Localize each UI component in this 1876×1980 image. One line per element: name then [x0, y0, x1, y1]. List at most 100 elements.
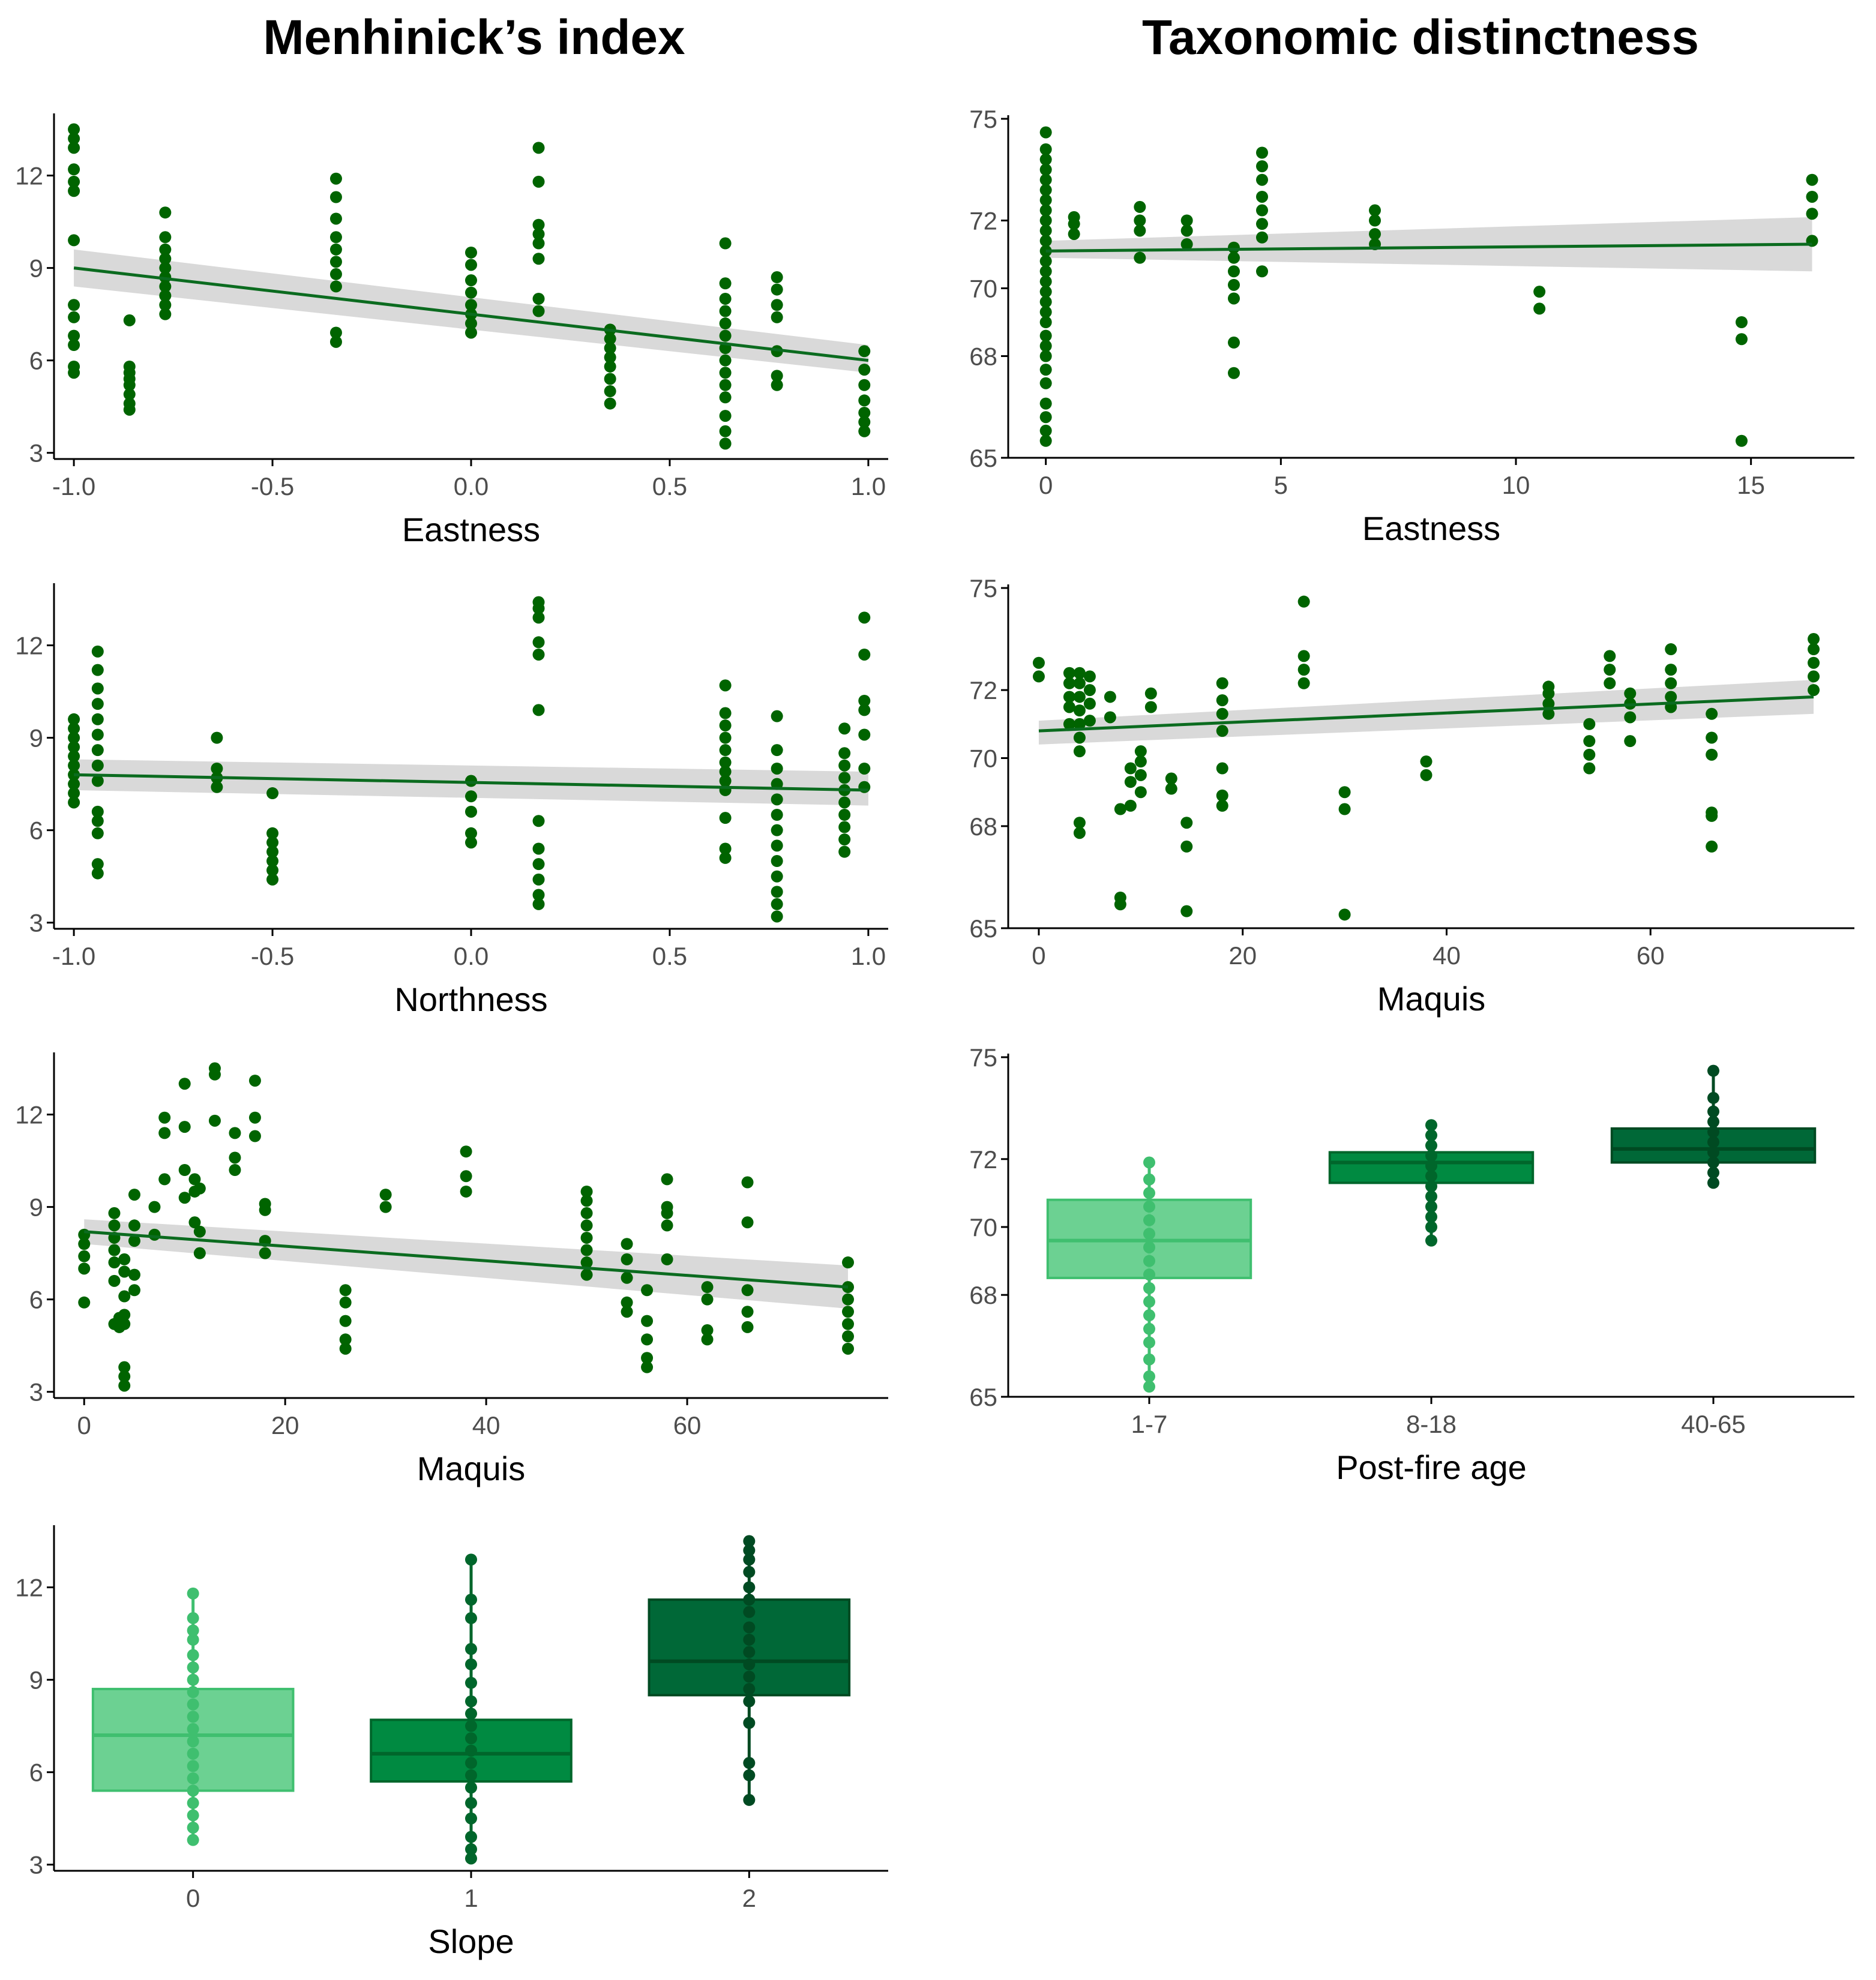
data-point: [78, 1296, 91, 1309]
data-point: [743, 1581, 756, 1594]
y-tick-label: 3: [29, 1378, 43, 1406]
data-point: [91, 827, 104, 839]
data-point: [266, 836, 279, 849]
data-point: [719, 744, 732, 757]
data-point: [1083, 670, 1096, 683]
y-tick-label: 70: [969, 275, 997, 303]
data-point: [1665, 664, 1677, 676]
data-point: [661, 1173, 673, 1186]
data-point: [1063, 691, 1075, 703]
y-tick-label: 6: [29, 1759, 43, 1787]
data-point: [339, 1284, 352, 1297]
panel-menhinick-eastness: 3 6 9 12 -1.0 -0.5 0.0 0.5 1.0 Eastness: [15, 113, 888, 548]
data-point: [266, 855, 279, 868]
data-point: [1143, 1173, 1155, 1186]
data-point: [719, 731, 732, 744]
data-point: [68, 759, 80, 772]
data-point: [187, 1587, 199, 1600]
data-point: [1707, 1156, 1719, 1169]
data-point: [1808, 684, 1820, 697]
data-point: [1039, 275, 1052, 288]
data-point: [532, 648, 545, 661]
data-point: [842, 1318, 855, 1330]
data-point: [187, 1735, 199, 1748]
data-point: [1256, 204, 1268, 217]
x-tick-label: -1.0: [52, 942, 95, 970]
data-point: [329, 268, 342, 280]
data-point: [1228, 292, 1240, 305]
data-point: [1039, 184, 1052, 196]
data-point: [211, 781, 223, 793]
data-point: [1228, 241, 1240, 254]
data-point: [68, 787, 80, 800]
data-point: [719, 410, 732, 422]
y-tick-label: 12: [15, 1101, 43, 1129]
data-point: [1533, 286, 1546, 298]
data-point: [1216, 707, 1228, 720]
data-point: [621, 1306, 633, 1318]
data-point: [339, 1315, 352, 1327]
data-point: [858, 416, 871, 428]
data-point: [1542, 707, 1555, 720]
x-tick-label: -0.5: [251, 472, 294, 500]
data-point: [661, 1201, 673, 1213]
data-point: [178, 1164, 191, 1176]
data-point: [1073, 691, 1086, 703]
y-tick-label: 9: [29, 1666, 43, 1694]
x-tick-label: 1.0: [851, 942, 886, 970]
y-tick-label: 75: [969, 1043, 997, 1072]
data-point: [329, 172, 342, 185]
data-point: [771, 370, 783, 382]
data-point: [1039, 286, 1052, 298]
x-tick-label: 1.0: [851, 472, 886, 500]
data-point: [1665, 677, 1677, 689]
data-point: [1143, 1214, 1155, 1226]
data-point: [1039, 255, 1052, 268]
data-point: [187, 1809, 199, 1822]
data-point: [1808, 656, 1820, 669]
data-point: [339, 1333, 352, 1346]
data-point: [1338, 786, 1351, 799]
data-point: [743, 1646, 756, 1658]
data-point: [604, 373, 616, 385]
data-point: [532, 237, 545, 250]
data-point: [1165, 782, 1177, 795]
data-point: [771, 793, 783, 806]
data-point: [771, 824, 783, 836]
x-axis-title: Maquis: [1377, 980, 1486, 1018]
data-point: [1604, 677, 1616, 689]
data-point: [1180, 238, 1193, 251]
data-point: [1039, 411, 1052, 424]
data-point: [1083, 684, 1096, 697]
data-point: [1039, 194, 1052, 206]
data-point: [838, 772, 851, 784]
panel-taxdist-eastness: 65 68 70 72 75 0 5 10 15 Eastness: [969, 105, 1854, 547]
x-axis-title: Eastness: [402, 511, 540, 548]
data-point: [641, 1352, 654, 1364]
data-point: [159, 206, 172, 219]
data-point: [580, 1256, 593, 1269]
data-point: [532, 292, 545, 305]
data-point: [78, 1238, 91, 1250]
data-point: [91, 664, 104, 676]
y-tick-label: 68: [969, 343, 997, 371]
data-point: [604, 332, 616, 345]
data-point: [1134, 214, 1146, 227]
data-point: [465, 790, 477, 803]
data-point: [68, 185, 80, 197]
data-point: [68, 741, 80, 754]
data-point: [621, 1253, 633, 1265]
data-point: [838, 845, 851, 858]
data-point: [1039, 143, 1052, 155]
right-column-title: Taxonomic distinctness: [1142, 10, 1699, 65]
y-tick-label: 68: [969, 812, 997, 841]
data-point: [1039, 173, 1052, 186]
data-point: [208, 1114, 221, 1127]
data-point: [858, 379, 871, 391]
x-tick-label: 60: [673, 1411, 702, 1439]
data-point: [1143, 1295, 1155, 1308]
data-point: [148, 1228, 161, 1241]
data-point: [460, 1170, 472, 1183]
data-point: [1039, 364, 1052, 376]
data-point: [842, 1342, 855, 1355]
